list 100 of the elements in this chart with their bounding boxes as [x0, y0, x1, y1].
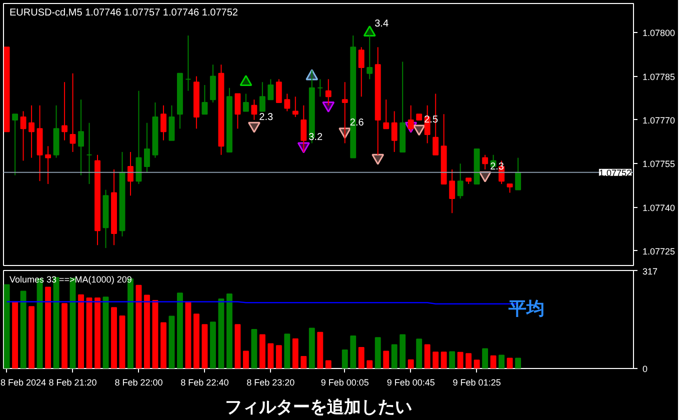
- y-tick-label: 1.07785: [642, 72, 676, 82]
- candlestick: [317, 78, 324, 98]
- candlestick: [408, 104, 414, 132]
- bar: [482, 348, 488, 368]
- bar: [490, 355, 496, 368]
- candlestick: [202, 84, 208, 115]
- point: [248, 122, 260, 133]
- x-tick-label: 8 Feb 21:20: [48, 378, 97, 388]
- bar: [366, 360, 373, 368]
- y-tick-label: 1.07755: [642, 159, 676, 170]
- bar: [226, 293, 232, 368]
- candlestick: [128, 151, 134, 196]
- bar: [12, 301, 18, 368]
- candlestick: [482, 154, 488, 170]
- bar: [457, 352, 464, 368]
- bar: [284, 334, 290, 368]
- bar: [432, 352, 439, 368]
- bar: [251, 329, 258, 368]
- bar: [176, 292, 183, 368]
- bar: [210, 322, 216, 368]
- candlestick: [20, 110, 26, 162]
- bar: [4, 284, 10, 368]
- point: [322, 101, 335, 112]
- bar: [358, 346, 364, 368]
- bar: [45, 286, 52, 368]
- bar: [111, 307, 117, 368]
- bar: [325, 360, 332, 368]
- bar: [342, 349, 348, 368]
- bar: [152, 300, 158, 368]
- bar: [466, 353, 472, 368]
- candlestick: [300, 104, 307, 152]
- candlestick: [45, 146, 52, 184]
- candlestick: [515, 157, 522, 190]
- text: フィルターを追加したい: [225, 398, 412, 416]
- bar: [62, 303, 68, 368]
- bar: [383, 350, 390, 368]
- bar: [498, 354, 505, 368]
- bar: [416, 338, 422, 368]
- candlestick: [325, 78, 332, 106]
- bar: [234, 324, 241, 368]
- bar: [102, 296, 109, 368]
- x-tick-label: 8 Feb 22:40: [180, 378, 229, 388]
- candlestick: [342, 82, 348, 144]
- candlestick: [366, 35, 373, 80]
- candlestick: [70, 72, 76, 152]
- y-tick-label: 1.07725: [642, 246, 676, 256]
- bar: [474, 360, 480, 368]
- bar: [94, 298, 100, 368]
- candlestick: [383, 99, 390, 130]
- annotation: 平均: [508, 298, 544, 318]
- candlestick: [284, 93, 290, 112]
- candlestick: [12, 114, 18, 176]
- chart-title: EURUSD-cd,M5 1.07746 1.07757 1.07746 1.07752: [10, 8, 238, 18]
- candlestick: [251, 99, 258, 120]
- x-tick-label: 8 Feb 23:20: [246, 378, 295, 388]
- bar: [268, 343, 274, 368]
- y-tick-label: 0: [642, 364, 648, 374]
- candlestick: [276, 78, 282, 103]
- y-tick-label: 1.07770: [642, 115, 676, 126]
- bar: [308, 328, 315, 368]
- bar: [78, 294, 84, 368]
- candlestick: [268, 78, 274, 100]
- ref-line-label: 1.07752: [598, 168, 632, 178]
- candlestick: [78, 99, 84, 176]
- bar: [193, 314, 200, 368]
- candlestick: [144, 122, 150, 173]
- bar: [86, 298, 92, 368]
- candlestick: [259, 82, 266, 112]
- candlestick: [86, 122, 92, 184]
- x-tick-label: 8 Feb 22:00: [114, 378, 163, 388]
- bar: [374, 337, 381, 368]
- annotation: 2.3: [259, 112, 274, 123]
- bar: [259, 334, 266, 368]
- bar: [449, 351, 456, 368]
- candlestick: [210, 64, 216, 103]
- chart-title: Volumes 33 ==>MA(1000) 209: [10, 274, 132, 284]
- candlestick: [234, 93, 241, 130]
- y-tick-label: 1.07800: [642, 28, 676, 38]
- y-tick-label: 1.07740: [642, 202, 676, 213]
- point: [412, 124, 426, 136]
- bar: [292, 338, 298, 368]
- annotation: 2.6: [350, 118, 364, 129]
- annotation: 3.4: [374, 18, 389, 30]
- bar: [185, 301, 192, 368]
- candlestick: [28, 104, 35, 158]
- x-tick-label: 9 Feb 00:45: [386, 378, 435, 388]
- bar: [424, 344, 430, 368]
- bar: [350, 336, 356, 368]
- candlestick: [242, 93, 249, 112]
- candlestick: [292, 96, 298, 118]
- bar: [317, 332, 324, 368]
- point: [363, 26, 376, 37]
- candlestick: [391, 110, 398, 152]
- bar: [144, 294, 150, 368]
- bar: [28, 306, 35, 368]
- x-tick-label: 9 Feb 00:05: [320, 378, 369, 388]
- bar: [408, 359, 414, 368]
- candlestick: [449, 168, 456, 214]
- bar: [136, 284, 142, 368]
- candlestick: [457, 163, 464, 200]
